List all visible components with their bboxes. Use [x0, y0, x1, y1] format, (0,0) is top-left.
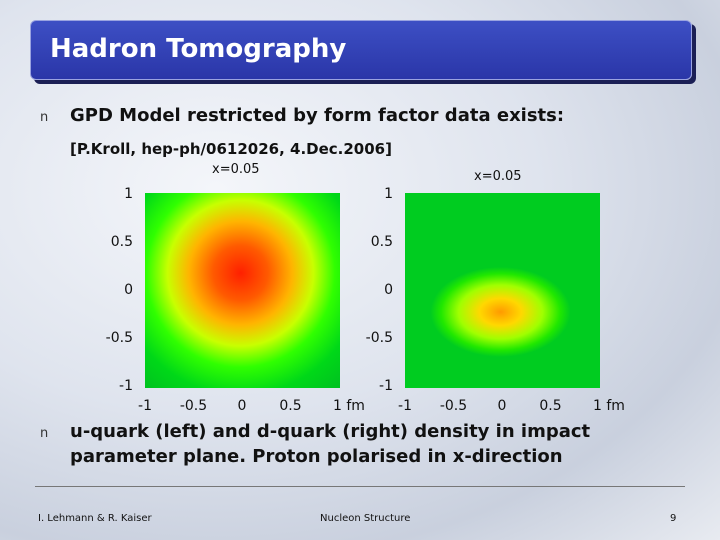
x-tick-label: 0.5 [279, 398, 302, 414]
y-tick-label: 0.5 [110, 234, 133, 250]
bullet-marker: n [40, 110, 49, 125]
x-tick-label: -0.5 [179, 398, 208, 414]
u-quark-density [145, 193, 340, 388]
y-tick-label: 0.5 [370, 234, 393, 250]
bullet-text: u-quark (left) and d-quark (right) densi… [70, 421, 591, 467]
bullet-text: GPD Model restricted by form factor data… [70, 105, 565, 126]
footer-center: Nucleon Structure [320, 513, 411, 524]
y-tick-label: -1 [119, 378, 133, 394]
plot-title: x=0.05 [212, 162, 260, 177]
y-tick-label: -0.5 [105, 330, 133, 346]
title-box [30, 20, 692, 80]
footer-left: I. Lehmann & R. Kaiser [38, 513, 152, 524]
x-tick-label: 0.5 [539, 398, 562, 414]
x-tick-label: 0 [497, 398, 507, 414]
d-quark-density [405, 193, 600, 388]
page-number: 9 [670, 513, 677, 524]
footer-rule [35, 486, 685, 487]
x-tick-label: -0.5 [439, 398, 468, 414]
x-tick-label: 1 fm [333, 398, 365, 414]
bullet-marker: n [40, 426, 49, 441]
x-tick-label: 1 fm [593, 398, 625, 414]
slide-title: Hadron Tomography [50, 34, 347, 64]
plot-title: x=0.05 [474, 169, 522, 184]
y-tick-label: 1 [384, 186, 393, 202]
reference: [P.Kroll, hep-ph/0612026, 4.Dec.2006] [70, 140, 392, 158]
y-tick-label: 0 [384, 282, 393, 298]
x-tick-label: -1 [398, 398, 412, 414]
y-tick-label: -1 [379, 378, 393, 394]
x-tick-label: 0 [237, 398, 247, 414]
y-tick-label: 1 [124, 186, 133, 202]
y-tick-label: 0 [124, 282, 133, 298]
x-tick-label: -1 [138, 398, 152, 414]
y-tick-label: -0.5 [365, 330, 393, 346]
